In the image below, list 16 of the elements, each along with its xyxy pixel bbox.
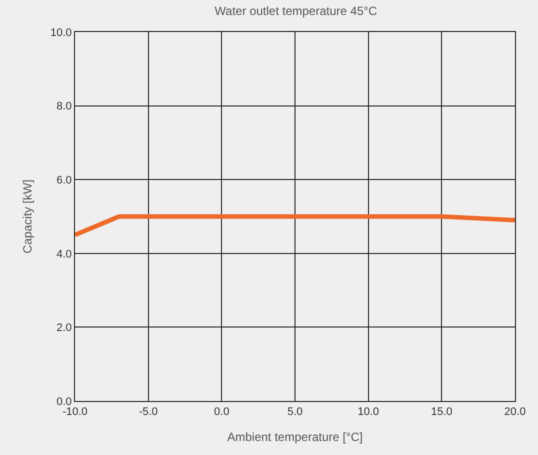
y-tick-label: 4.0 xyxy=(56,248,72,260)
y-tick-label: 10.0 xyxy=(50,26,72,39)
y-tick-label: 2.0 xyxy=(56,322,72,334)
y-tick-label: 0.0 xyxy=(56,396,72,408)
x-tick-label: 5.0 xyxy=(287,406,303,418)
x-tick-label: 0.0 xyxy=(214,406,230,418)
chart-title: Water outlet temperature 45°C xyxy=(214,4,378,18)
x-tick-label: -5.0 xyxy=(138,406,158,418)
y-tick-label: 6.0 xyxy=(56,174,72,186)
x-axis-title: Ambient temperature [°C] xyxy=(227,430,363,444)
x-tick-label: -10.0 xyxy=(62,406,88,418)
y-tick-label: 8.0 xyxy=(56,100,72,113)
x-tick-label: 20.0 xyxy=(504,406,526,418)
x-tick-label: 15.0 xyxy=(430,406,452,418)
x-tick-label: 10.0 xyxy=(358,406,380,418)
y-axis-title: Capacity [kW] xyxy=(20,179,35,254)
